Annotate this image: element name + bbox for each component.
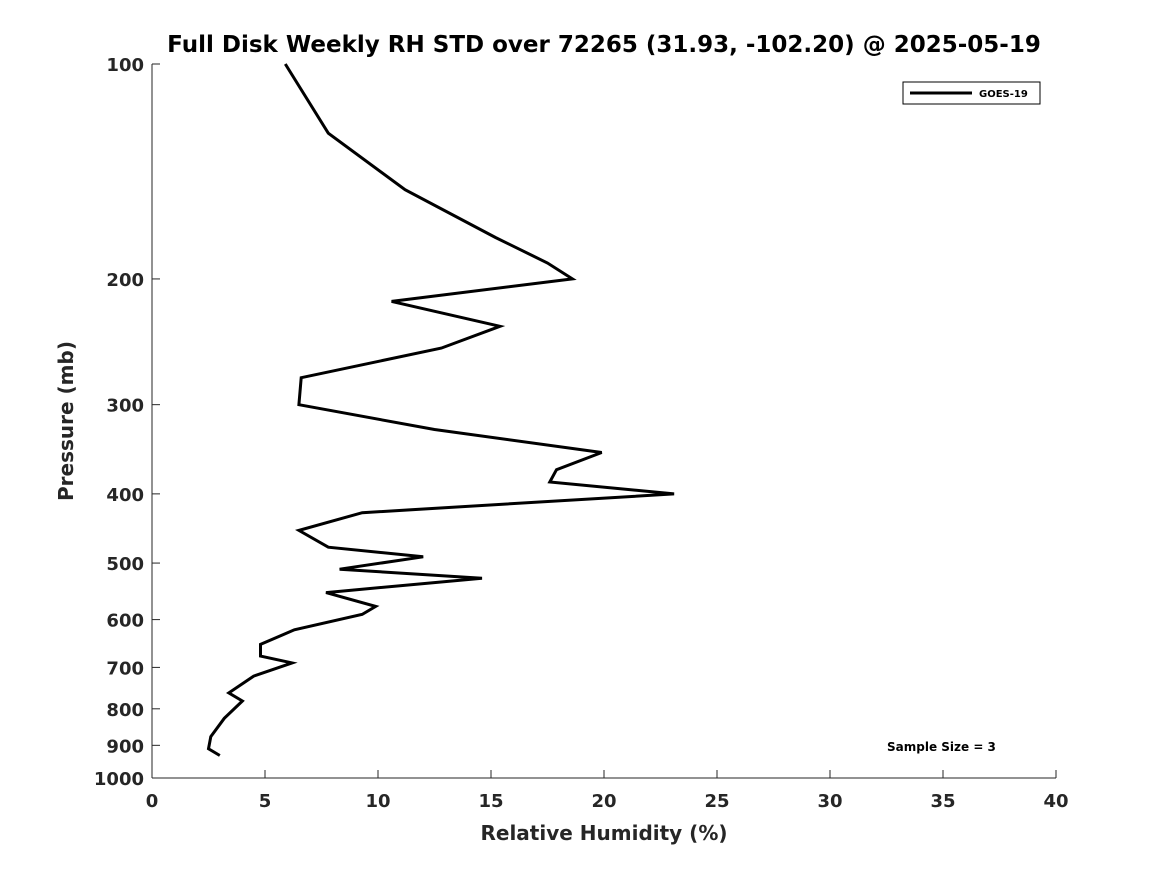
y-tick-label: 900 — [106, 736, 144, 757]
x-axis-label: Relative Humidity (%) — [480, 821, 727, 845]
sample-size-annotation: Sample Size = 3 — [887, 740, 996, 754]
y-tick-label: 500 — [106, 554, 144, 575]
chart-title: Full Disk Weekly RH STD over 72265 (31.9… — [167, 32, 1041, 58]
y-tick-label: 100 — [106, 55, 144, 76]
y-tick-label: 400 — [106, 485, 144, 506]
x-tick-label: 10 — [365, 791, 390, 812]
y-tick-label: 200 — [106, 270, 144, 291]
x-tick-label: 25 — [704, 791, 729, 812]
series-line-goes-19 — [206, 63, 675, 757]
y-tick-label: 600 — [106, 611, 144, 632]
y-axis-ticks: 100 200 300 400 500 600 700 800 900 1000 — [94, 55, 160, 790]
x-tick-label: 0 — [146, 791, 159, 812]
y-tick-label: 300 — [106, 396, 144, 417]
axes — [151, 64, 1056, 779]
x-tick-label: 15 — [478, 791, 503, 812]
x-axis-ticks: 0 5 10 15 20 25 30 35 40 — [146, 770, 1069, 812]
x-tick-label: 35 — [930, 791, 955, 812]
y-tick-label: 1000 — [94, 769, 144, 790]
y-tick-label: 700 — [106, 658, 144, 679]
x-tick-label: 5 — [259, 791, 272, 812]
y-axis-label: Pressure (mb) — [54, 341, 78, 501]
y-tick-label: 800 — [106, 700, 144, 721]
legend-label-goes-19: GOES-19 — [979, 89, 1028, 100]
x-tick-label: 40 — [1043, 791, 1068, 812]
x-tick-label: 30 — [817, 791, 842, 812]
legend: GOES-19 — [902, 81, 1041, 105]
x-tick-label: 20 — [591, 791, 616, 812]
series-lines — [206, 63, 675, 757]
